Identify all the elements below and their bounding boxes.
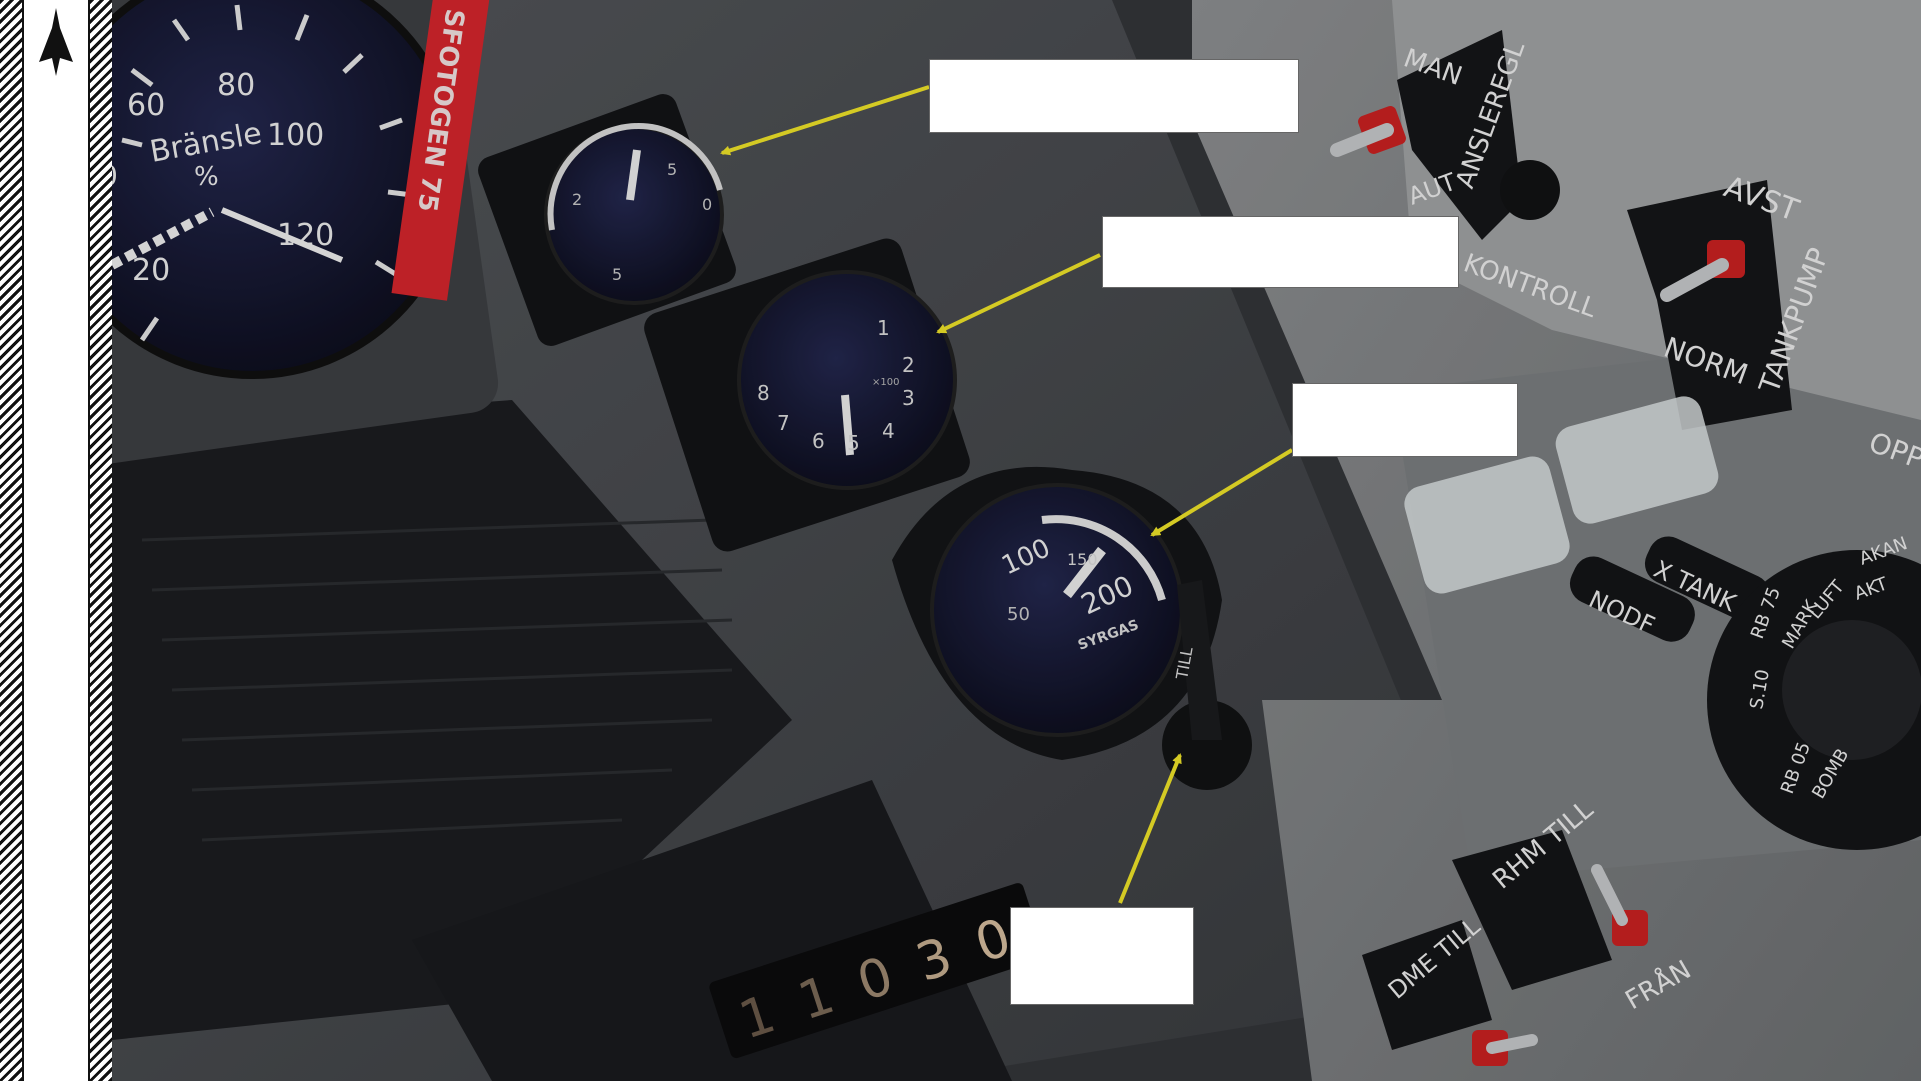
fuel-gauge-unit: % [194, 162, 219, 192]
digit-counter: 1 1 0 3 0 [709, 883, 1045, 1059]
fuel-needle-tail [112, 207, 215, 270]
g2-tick-4: 4 [882, 419, 895, 443]
till-lever[interactable]: TILL [1162, 580, 1252, 790]
callout-text-3 [1293, 384, 1517, 396]
g2-tick-5: 5 [847, 431, 860, 455]
hatch-stripe-right [88, 0, 114, 1081]
red-placard-strip: SFOTOGEN 75 [391, 0, 492, 301]
callout-arrows [720, 85, 1294, 904]
callout-arrow-1 [720, 85, 930, 156]
small-gauge-top-tick-5b: 5 [612, 265, 622, 284]
callout-box-3 [1292, 383, 1518, 457]
fuel-tick-100: 100 [267, 118, 324, 153]
fuel-tick-0: 20 [132, 253, 170, 288]
small-gauge-top-tick-0: 0 [702, 195, 712, 214]
display-grille [141, 518, 733, 842]
toggle-switch-rhm[interactable] [1591, 864, 1648, 946]
callout-box-4 [1010, 907, 1194, 1005]
g2-tick-8: 8 [757, 381, 770, 405]
fuel-tick-60: 60 [127, 88, 165, 123]
callout-arrow-2 [936, 253, 1101, 334]
small-gauge-top-tick-2: 2 [572, 190, 582, 209]
small-gauge-middle-needle [841, 394, 854, 456]
kontroll-button[interactable] [1500, 160, 1560, 220]
fuel-needle [220, 207, 344, 263]
callout-box-2 [1102, 216, 1459, 288]
g2-tick-1: 1 [877, 316, 890, 340]
shadow-overlay [112, 0, 1921, 1081]
oxygen-tick-150: 150 [1067, 550, 1098, 569]
g2-tick-7: 7 [777, 411, 790, 435]
oxygen-gauge: 50 100 150 200 SYRGAS [892, 466, 1222, 760]
g2-sub-label: ×100 [872, 377, 899, 388]
aircraft-logo-icon [39, 8, 73, 76]
g2-tick-2: 2 [902, 353, 915, 377]
toggle-switch-dme[interactable] [1472, 1030, 1538, 1066]
g2-tick-3: 3 [902, 386, 915, 410]
callout-arrow-4 [1118, 753, 1182, 904]
right-console-controls: MAN AUT ANSLEREGL KONTROLL AVST NORM TAN… [1330, 0, 1921, 1066]
toggle-switch-tankpump[interactable] [1660, 240, 1745, 302]
callout-box-1 [929, 59, 1299, 133]
callout-text-2 [1103, 217, 1458, 229]
oxygen-needle [1063, 546, 1106, 599]
g2-tick-6: 6 [812, 429, 825, 453]
oxygen-tick-50: 50 [1007, 604, 1030, 625]
left-sidebar [0, 0, 114, 1081]
fuel-tick-zero: 0 [112, 159, 118, 192]
small-gauge-top-needle [626, 149, 641, 201]
hatch-stripe-left [0, 0, 24, 1081]
small-gauge-middle: 1 2 3 4 5 6 7 8 ×100 [644, 238, 970, 552]
callout-text-1 [930, 60, 1298, 72]
guard-covers[interactable] [1400, 392, 1722, 597]
callout-arrow-3 [1150, 448, 1294, 537]
fuel-tick-80: 80 [217, 68, 255, 103]
fuel-gauge: 20 60 80 100 120 0 Bränsle % [112, 0, 499, 464]
callout-text-4 [1011, 908, 1193, 920]
toggle-switch-man-aut[interactable] [1330, 104, 1408, 157]
small-gauge-top: 2 5 0 5 [478, 94, 736, 346]
display-recess [112, 400, 792, 1040]
small-gauge-top-tick-5: 5 [667, 160, 677, 179]
weapon-selector-knob[interactable]: AKAN AKT LUFT MARK RB 75 RB 05 S.10 BOMB [1707, 533, 1921, 850]
